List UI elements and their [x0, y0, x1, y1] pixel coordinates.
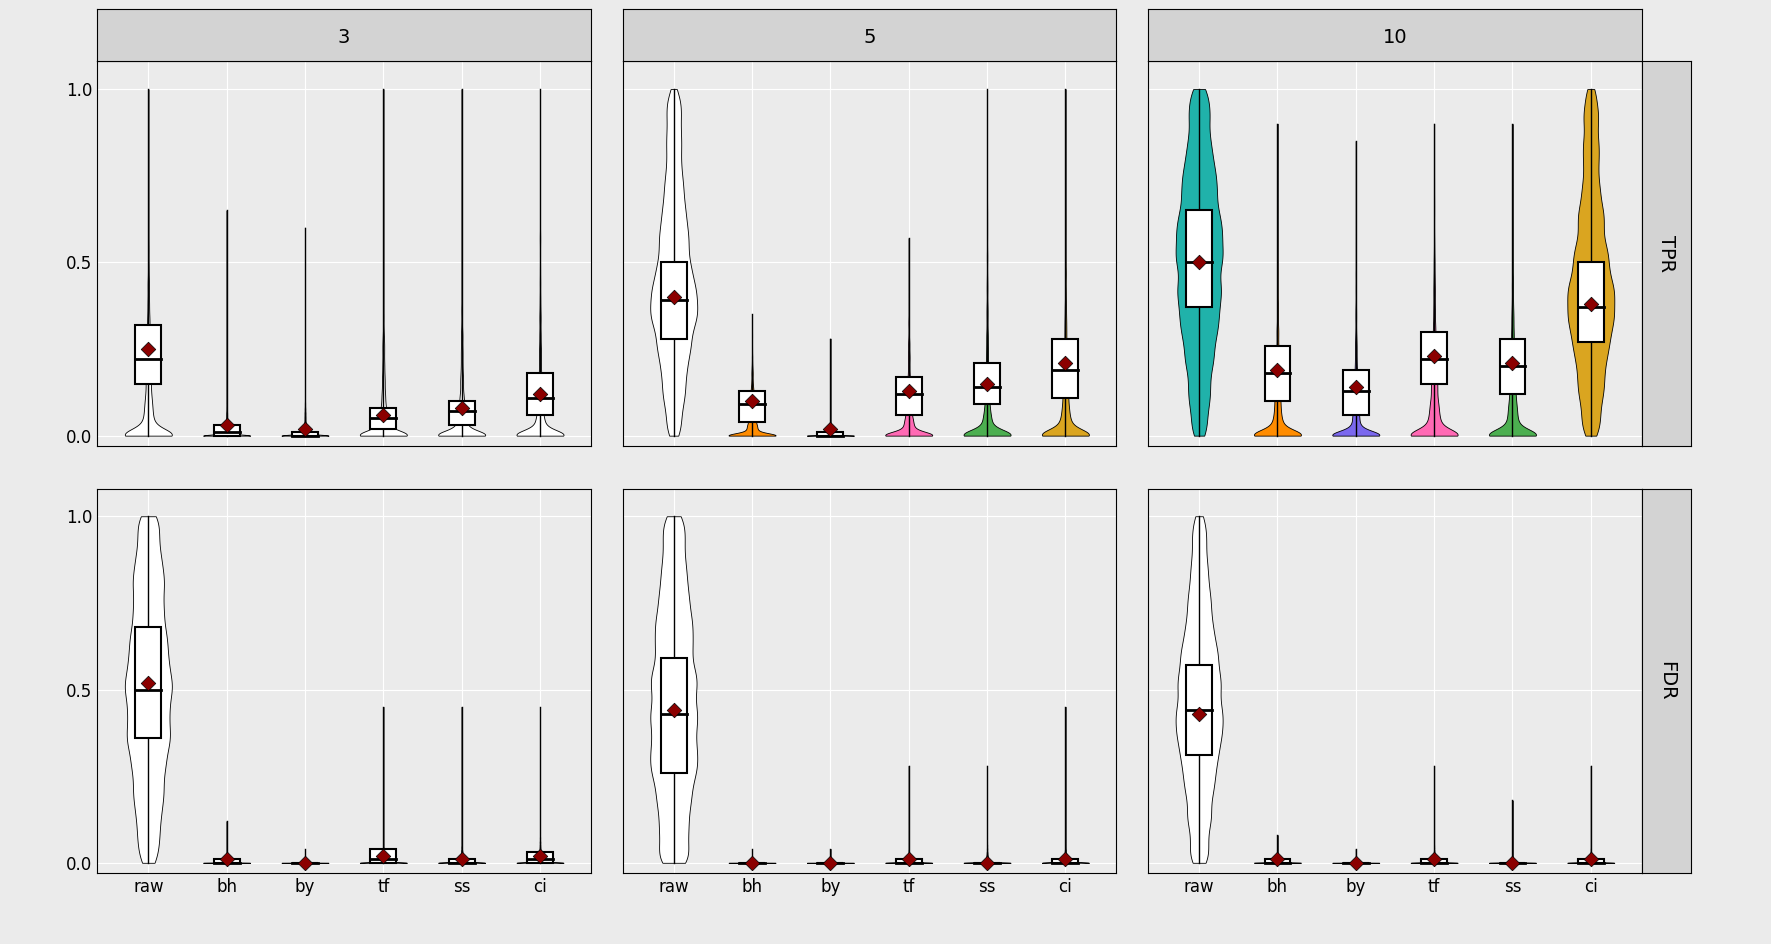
Bar	[896, 377, 921, 414]
Point	[526, 849, 554, 864]
Point	[1498, 855, 1527, 870]
Point	[290, 855, 319, 870]
Bar	[661, 262, 687, 339]
Bar	[448, 401, 475, 425]
Point	[448, 851, 476, 867]
Point	[526, 386, 554, 401]
Point	[739, 394, 767, 409]
Point	[972, 855, 1001, 870]
Bar	[1052, 859, 1079, 863]
Text: FDR: FDR	[1658, 661, 1675, 700]
Point	[816, 855, 845, 870]
Point	[1342, 855, 1371, 870]
Bar	[1578, 859, 1605, 863]
Point	[1498, 355, 1527, 370]
Point	[1185, 255, 1213, 270]
Point	[972, 376, 1001, 391]
Bar	[661, 658, 687, 773]
Point	[894, 851, 923, 867]
Point	[659, 702, 687, 717]
Point	[135, 675, 163, 690]
Text: TPR: TPR	[1658, 235, 1675, 272]
Bar	[1187, 211, 1211, 308]
Bar	[974, 362, 1001, 404]
Bar	[370, 408, 397, 429]
Point	[1185, 706, 1213, 721]
Point	[213, 417, 241, 432]
Point	[1420, 348, 1449, 363]
Point	[659, 290, 687, 305]
Bar	[1264, 859, 1291, 863]
Point	[816, 421, 845, 436]
Bar	[1187, 666, 1211, 755]
Point	[1342, 379, 1371, 395]
Bar	[1578, 262, 1605, 342]
Bar	[1052, 339, 1079, 397]
Bar	[135, 325, 161, 383]
Bar	[818, 432, 843, 435]
Bar	[214, 425, 239, 435]
Point	[1263, 851, 1291, 867]
Bar	[528, 852, 553, 863]
Bar	[1420, 331, 1447, 383]
Bar	[1500, 339, 1525, 394]
Point	[368, 849, 397, 864]
Bar	[528, 373, 553, 414]
Point	[368, 407, 397, 422]
Point	[1420, 851, 1449, 867]
Bar	[135, 627, 161, 738]
Point	[1052, 851, 1080, 867]
Bar	[214, 859, 239, 863]
Text: 10: 10	[1383, 28, 1408, 47]
Bar	[1342, 370, 1369, 414]
Point	[1052, 355, 1080, 370]
Point	[1263, 362, 1291, 378]
Text: 5: 5	[862, 28, 877, 47]
Point	[739, 855, 767, 870]
Point	[213, 851, 241, 867]
Bar	[292, 432, 319, 435]
Point	[135, 342, 163, 357]
Point	[290, 421, 319, 436]
Bar	[739, 391, 765, 422]
Bar	[370, 849, 397, 863]
Point	[1576, 296, 1605, 312]
Bar	[1420, 859, 1447, 863]
Bar	[1264, 346, 1291, 401]
Bar	[448, 859, 475, 863]
Point	[448, 400, 476, 415]
Point	[894, 383, 923, 398]
Bar	[896, 859, 921, 863]
Point	[1576, 851, 1605, 867]
Text: 3: 3	[338, 28, 351, 47]
